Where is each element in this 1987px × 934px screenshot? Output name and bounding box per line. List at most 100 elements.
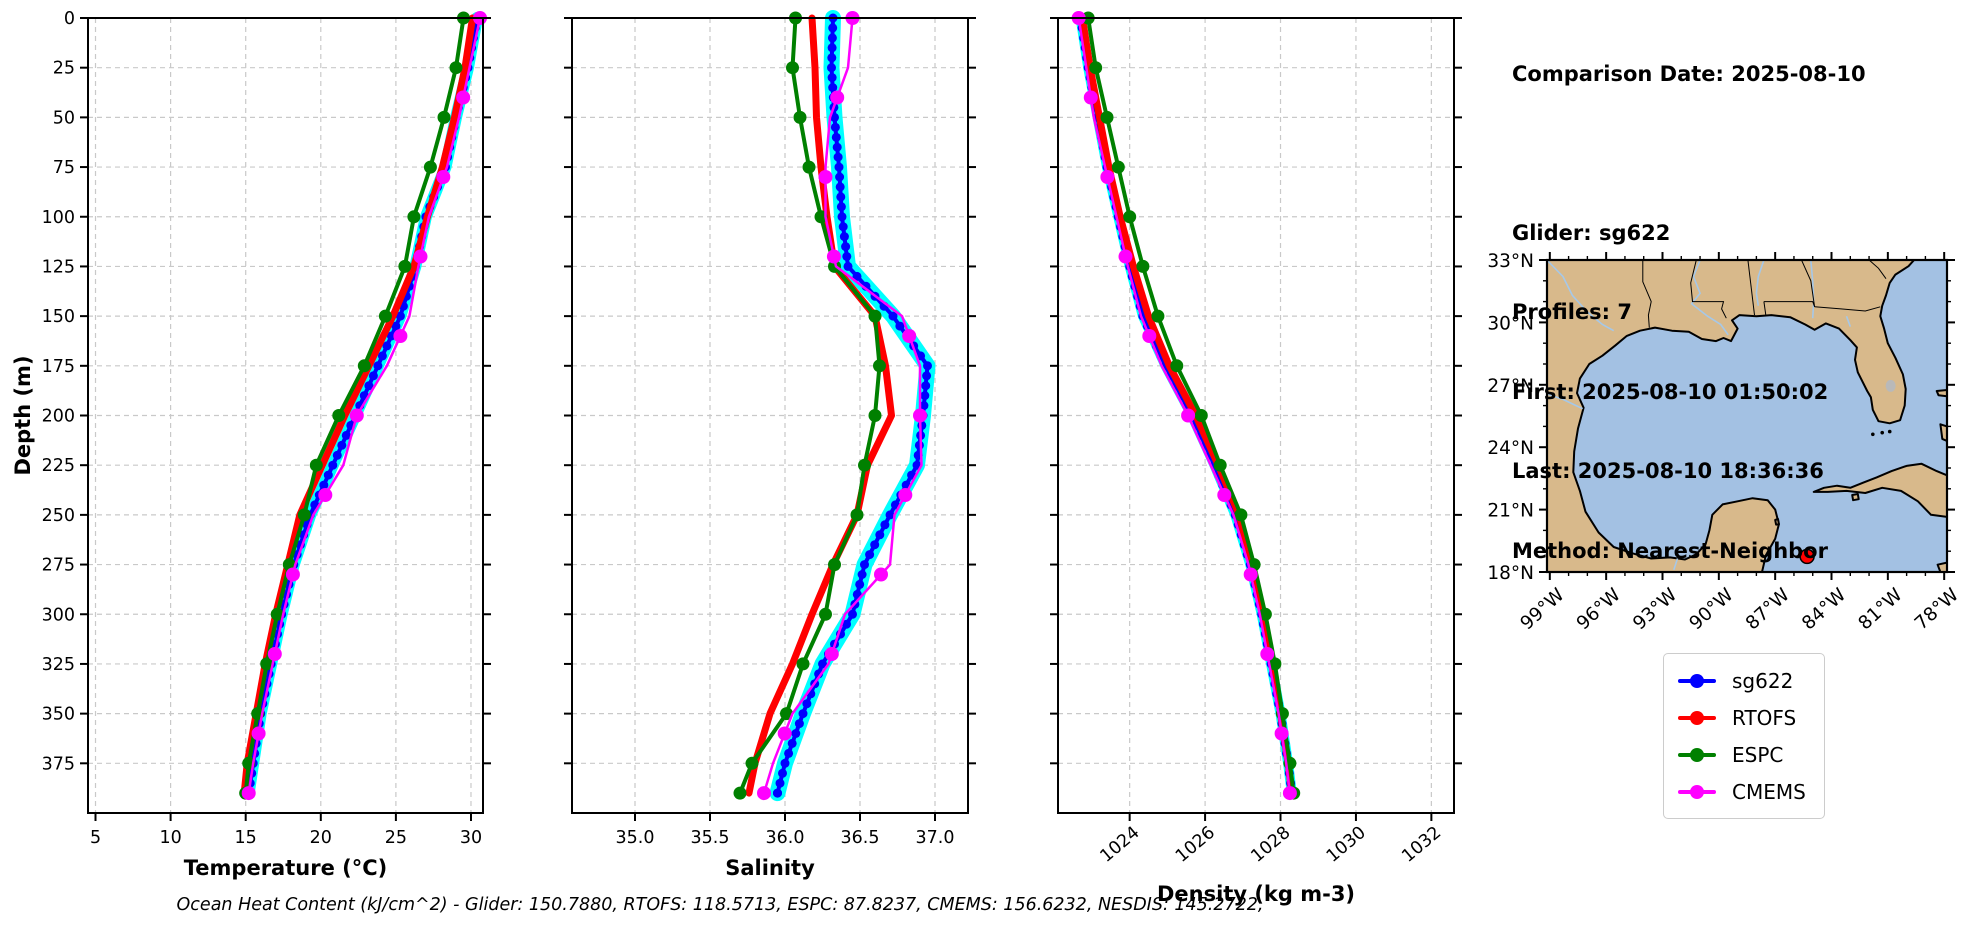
x-tick-label: 1028: [1247, 823, 1294, 867]
river: [1845, 315, 1852, 327]
marker-sg622: [328, 460, 338, 470]
river: [1547, 393, 1584, 410]
profile-panel-density: 1024 1026 1028 1030 1032 Density (kg m-3): [1050, 11, 1462, 906]
marker-ESPC: [357, 359, 371, 373]
depth-tick-label: 100: [42, 208, 75, 228]
marker-ESPC: [1136, 259, 1150, 273]
marker-sg622: [836, 202, 846, 212]
marker-ESPC: [802, 160, 816, 174]
marker-CMEMS: [1083, 90, 1098, 105]
marker-sg622: [382, 341, 392, 351]
marker-ESPC: [378, 309, 392, 323]
legend-label: sg622: [1732, 668, 1794, 693]
marker-sg622: [842, 252, 852, 261]
marker-sg622: [386, 331, 396, 341]
marker-sg622: [836, 192, 846, 202]
marker-sg622: [843, 261, 853, 271]
landmass: [1547, 260, 1916, 572]
lat-tick-label: 30°N: [1487, 313, 1534, 334]
marker-sg622: [848, 609, 857, 619]
landmass: [1935, 389, 1947, 398]
lon-tick-label: 84°W: [1798, 585, 1850, 635]
legend-swatch-dot: [1690, 710, 1704, 725]
info-gap: [1512, 141, 1866, 167]
state-border: [1814, 306, 1881, 312]
state-border: [1763, 301, 1816, 307]
lon-tick-label: 78°W: [1911, 585, 1963, 635]
map-inner: [1547, 260, 1947, 572]
marker-sg622: [827, 33, 837, 43]
marker-ESPC: [828, 259, 841, 273]
marker-ESPC: [796, 657, 810, 671]
marker-CMEMS: [413, 249, 428, 264]
lake-okeechobee: [1885, 379, 1896, 392]
marker-CMEMS: [777, 726, 792, 741]
marker-sg622: [831, 132, 841, 142]
marker-CMEMS: [267, 647, 282, 661]
marker-CMEMS: [251, 726, 266, 741]
marker-sg622: [922, 371, 932, 381]
marker-sg622: [860, 560, 869, 570]
state-border: [1763, 301, 1767, 316]
x-axis-label: Density (kg m-3): [1157, 882, 1355, 906]
lon-tick-label: 81°W: [1855, 585, 1907, 635]
x-tick-label: 37.0: [916, 828, 955, 848]
x-tick-label: 10: [159, 828, 181, 848]
marker-sg622: [332, 450, 342, 460]
glider-name: Glider: sg622: [1512, 220, 1671, 245]
marker-ESPC: [1123, 210, 1137, 224]
marker-ESPC: [850, 508, 864, 522]
x-tick-label: 1030: [1323, 823, 1370, 867]
marker-sg622: [834, 162, 844, 172]
island-dot: [1880, 430, 1885, 435]
river: [1547, 260, 1615, 332]
marker-CMEMS: [456, 90, 471, 105]
marker-sg622: [842, 619, 851, 629]
depth-tick-label: 375: [42, 754, 75, 774]
marker-sg622: [875, 530, 885, 540]
legend-item-cmems: CMEMS: [1678, 773, 1806, 810]
lon-tick-label: 87°W: [1742, 585, 1794, 635]
marker-sg622: [833, 152, 843, 162]
marker-ESPC: [260, 657, 274, 671]
marker-sg622: [832, 142, 842, 152]
legend-swatch-dot: [1690, 784, 1704, 799]
marker-CMEMS: [318, 488, 333, 502]
marker-CMEMS: [1118, 249, 1133, 264]
state-border: [1747, 260, 1755, 316]
marker-ESPC: [270, 607, 284, 621]
glider-location-marker: [1799, 548, 1815, 565]
x-tick-label: 15: [235, 828, 257, 848]
marker-sg622: [923, 361, 932, 371]
marker-sg622: [395, 311, 405, 321]
depth-tick-label: 175: [42, 357, 75, 377]
marker-CMEMS: [824, 647, 839, 661]
marker-ESPC: [819, 607, 832, 621]
marker-ESPC: [449, 61, 463, 75]
depth-tick-label: 200: [42, 407, 75, 427]
marker-ESPC: [786, 61, 799, 75]
marker-CMEMS: [1243, 567, 1258, 582]
marker-CMEMS: [913, 408, 927, 423]
x-tick-label: 35.5: [691, 828, 730, 848]
ohc-footer: Ocean Heat Content (kJ/cm^2) - Glider: 1…: [176, 895, 1264, 915]
marker-CMEMS: [757, 786, 771, 801]
marker-ESPC: [1100, 110, 1114, 124]
profile-panel-salinity: 35.0 35.5 36.0 36.5 37.0 Salinity: [564, 10, 976, 880]
x-axis-label: Salinity: [725, 856, 815, 880]
marker-ESPC: [1213, 458, 1227, 472]
lon-tick-label: 93°W: [1629, 585, 1681, 635]
marker-ESPC: [437, 110, 451, 124]
x-tick-label: 30: [460, 828, 482, 848]
legend-swatch-line: [1678, 673, 1716, 688]
legend-item-rtofs: RTOFS: [1678, 699, 1806, 736]
legend-label: CMEMS: [1732, 779, 1806, 804]
marker-ESPC: [1151, 309, 1165, 323]
depth-tick-label: 50: [53, 108, 75, 128]
marker-sg622: [827, 53, 837, 63]
marker-sg622: [364, 381, 374, 391]
first-profile-time: First: 2025-08-10 01:50:02: [1512, 379, 1829, 404]
marker-sg622: [798, 709, 808, 719]
lat-tick-label: 27°N: [1487, 376, 1534, 397]
marker-sg622: [841, 242, 851, 252]
